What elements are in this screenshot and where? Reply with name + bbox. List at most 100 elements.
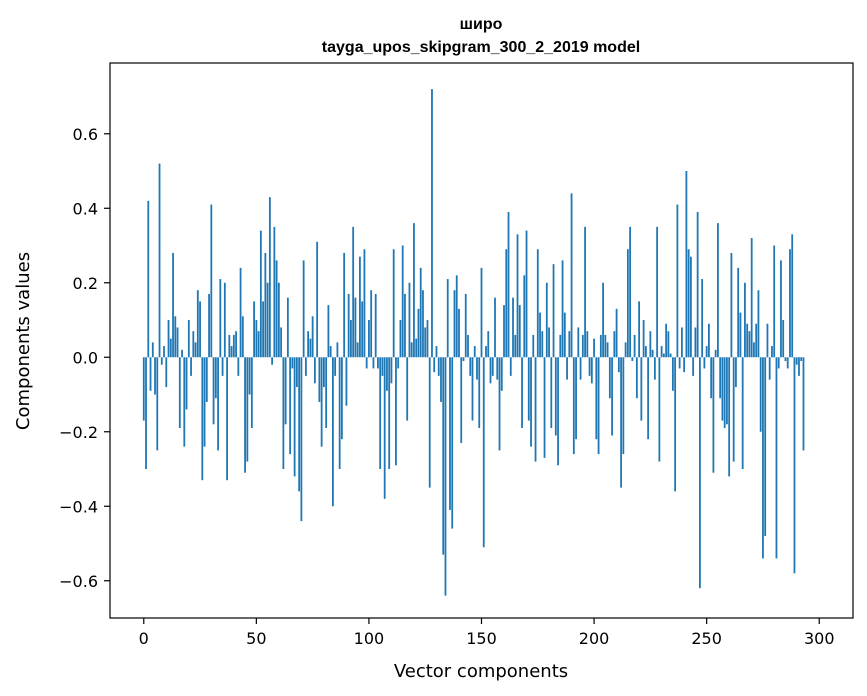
- bar: [361, 301, 364, 358]
- bar: [415, 338, 418, 358]
- bar: [147, 200, 150, 358]
- y-tick-label: 0.0: [73, 348, 98, 367]
- bar: [590, 357, 593, 384]
- bar: [651, 349, 654, 358]
- bar: [768, 357, 771, 380]
- bar: [608, 357, 611, 399]
- bar: [214, 357, 217, 399]
- bar: [201, 357, 204, 481]
- bar: [476, 357, 478, 380]
- bar: [444, 357, 447, 596]
- bar: [593, 338, 595, 358]
- bar: [667, 331, 670, 358]
- bar: [518, 305, 521, 358]
- bar: [599, 334, 602, 358]
- bar: [462, 357, 465, 361]
- bar: [464, 293, 467, 358]
- bar: [721, 357, 724, 421]
- bar: [374, 293, 377, 358]
- chart-subtitle: tayga_upos_skipgram_300_2_2019 model: [322, 39, 640, 56]
- bar: [642, 320, 645, 358]
- bar: [489, 357, 492, 384]
- bar: [644, 346, 647, 358]
- plot-frame: [109, 62, 854, 619]
- bar: [284, 357, 287, 425]
- bar: [232, 334, 235, 358]
- bar: [780, 260, 782, 358]
- bar: [541, 331, 544, 358]
- bar: [653, 357, 656, 380]
- bar: [268, 197, 271, 358]
- bar: [460, 357, 463, 443]
- bar: [478, 357, 481, 429]
- bar: [491, 357, 494, 376]
- y-tick-label: 0.2: [73, 274, 98, 293]
- bar: [626, 249, 629, 358]
- bar: [660, 346, 663, 358]
- bar: [327, 305, 330, 358]
- bar: [579, 357, 582, 380]
- bar: [620, 357, 622, 488]
- bar: [329, 346, 332, 358]
- bar: [347, 293, 350, 358]
- bar: [334, 357, 337, 376]
- bar: [708, 323, 710, 358]
- bar: [498, 357, 501, 451]
- bar: [142, 357, 145, 421]
- bar: [338, 357, 341, 470]
- bar: [602, 282, 604, 358]
- bar: [221, 357, 224, 376]
- bar: [426, 320, 429, 358]
- bar: [433, 357, 436, 373]
- bar: [176, 327, 179, 358]
- bar: [635, 357, 638, 399]
- bar: [167, 320, 170, 358]
- bar: [559, 334, 562, 358]
- bar: [629, 226, 632, 358]
- bar: [698, 357, 701, 589]
- bar: [683, 357, 686, 373]
- bar: [669, 353, 672, 358]
- bar: [485, 346, 487, 358]
- bar: [480, 267, 483, 358]
- bar: [530, 357, 532, 447]
- bar: [680, 327, 683, 358]
- bar: [494, 297, 496, 358]
- bar: [676, 204, 679, 358]
- x-tick-label: 250: [691, 629, 722, 648]
- bar: [410, 342, 413, 358]
- bar: [487, 331, 490, 358]
- bar: [723, 357, 726, 429]
- bar: [696, 211, 699, 358]
- bar: [212, 357, 215, 425]
- bar: [219, 279, 222, 358]
- bar: [694, 327, 697, 358]
- bar: [455, 275, 458, 358]
- bar: [190, 357, 192, 376]
- x-axis: 0 50 100 150 200 250 300: [139, 618, 835, 648]
- bar: [647, 357, 650, 440]
- bar: [264, 252, 267, 358]
- bar: [397, 357, 400, 369]
- bar: [399, 320, 402, 358]
- bar: [624, 342, 627, 358]
- bar: [793, 357, 796, 574]
- bar: [316, 241, 319, 358]
- bar: [350, 320, 352, 358]
- bar-series: [142, 89, 805, 596]
- bar: [750, 238, 753, 358]
- bar: [145, 357, 147, 470]
- bar: [154, 357, 156, 395]
- bar: [246, 357, 249, 462]
- bar: [622, 357, 625, 455]
- bar: [365, 357, 368, 369]
- bar: [728, 357, 731, 477]
- bar: [293, 357, 296, 477]
- bar: [363, 249, 366, 358]
- bar: [183, 357, 186, 447]
- bar: [354, 297, 357, 358]
- bar: [331, 357, 334, 507]
- bar: [239, 267, 242, 358]
- bar: [163, 346, 165, 358]
- bar: [248, 357, 251, 395]
